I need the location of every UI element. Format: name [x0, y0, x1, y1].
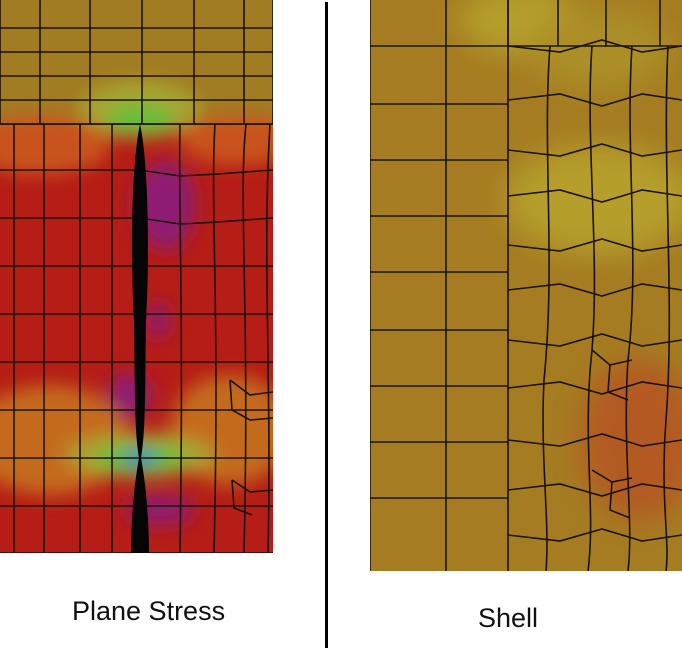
mesh-line	[507, 381, 682, 395]
shell-caption: Shell	[478, 603, 539, 633]
contour-purple-mid	[146, 302, 170, 338]
mesh-line	[591, 469, 633, 519]
mesh-line	[507, 483, 682, 497]
shell-contour-blobs	[460, 0, 682, 520]
contour-left-orange	[0, 115, 110, 175]
mesh-line	[242, 123, 247, 553]
mesh-line	[542, 45, 551, 571]
shell-contour-plot	[370, 0, 682, 571]
mesh-line	[266, 123, 271, 553]
mesh-line	[507, 238, 682, 252]
mesh-line	[231, 479, 273, 516]
crack-opening	[131, 124, 149, 553]
shell-mesh-svg	[370, 0, 682, 571]
mesh-line	[625, 45, 634, 571]
shell-top-right-light	[530, 10, 670, 90]
shell-mesh	[370, 0, 682, 571]
contour-right-orange	[180, 115, 273, 165]
mesh-line	[507, 433, 682, 447]
mesh-line	[507, 333, 682, 347]
plane-stress-caption: Plane Stress	[72, 596, 226, 626]
mesh-line	[507, 189, 682, 203]
mesh-line	[587, 45, 596, 571]
mesh-line	[507, 283, 682, 297]
mesh-line	[507, 39, 682, 53]
shell-lower-right-orange	[580, 360, 682, 520]
mesh-line	[663, 45, 671, 571]
contour-top-green	[105, 104, 175, 132]
plane-stress-contour-plot	[0, 0, 273, 553]
mesh-line	[507, 143, 682, 157]
plane-stress-mesh-svg	[0, 0, 273, 553]
mesh-line	[229, 379, 273, 421]
mesh-line	[507, 528, 682, 542]
mesh-line	[591, 349, 633, 401]
mesh-line	[178, 123, 183, 553]
mesh-line	[212, 123, 217, 553]
mesh-line	[507, 93, 682, 107]
vertical-divider	[325, 2, 328, 648]
plane-stress-mesh	[0, 0, 273, 553]
